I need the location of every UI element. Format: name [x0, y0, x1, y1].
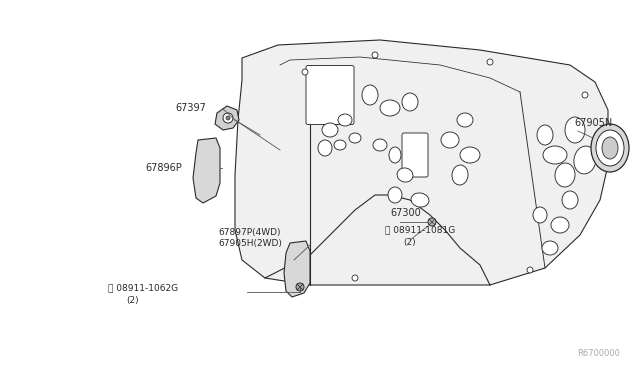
- Polygon shape: [193, 138, 220, 203]
- Circle shape: [582, 92, 588, 98]
- Ellipse shape: [562, 191, 578, 209]
- Ellipse shape: [402, 93, 418, 111]
- Ellipse shape: [334, 140, 346, 150]
- Text: 67896P: 67896P: [145, 163, 182, 173]
- Circle shape: [352, 275, 358, 281]
- Ellipse shape: [602, 137, 618, 159]
- Ellipse shape: [441, 132, 459, 148]
- Ellipse shape: [533, 207, 547, 223]
- Circle shape: [487, 59, 493, 65]
- FancyBboxPatch shape: [198, 147, 214, 189]
- Ellipse shape: [338, 114, 352, 126]
- Ellipse shape: [596, 130, 624, 166]
- Ellipse shape: [574, 146, 596, 174]
- Circle shape: [372, 52, 378, 58]
- Text: (2): (2): [126, 295, 139, 305]
- Text: R6700000: R6700000: [577, 349, 620, 358]
- Polygon shape: [215, 106, 239, 130]
- Ellipse shape: [388, 187, 402, 203]
- Text: 67897P(4WD): 67897P(4WD): [218, 228, 280, 237]
- Circle shape: [527, 267, 533, 273]
- Polygon shape: [284, 241, 310, 297]
- Ellipse shape: [565, 117, 585, 143]
- Ellipse shape: [537, 125, 553, 145]
- Ellipse shape: [460, 147, 480, 163]
- Circle shape: [296, 283, 304, 291]
- Ellipse shape: [389, 147, 401, 163]
- Ellipse shape: [452, 165, 468, 185]
- Ellipse shape: [457, 113, 473, 127]
- Text: 67905H(2WD): 67905H(2WD): [218, 238, 282, 247]
- Circle shape: [302, 69, 308, 75]
- Text: (2): (2): [403, 237, 415, 247]
- Text: 67397: 67397: [175, 103, 206, 113]
- Text: Ⓝ 08911-1081G: Ⓝ 08911-1081G: [385, 225, 455, 234]
- Ellipse shape: [555, 163, 575, 187]
- Ellipse shape: [542, 241, 558, 255]
- Ellipse shape: [362, 85, 378, 105]
- Ellipse shape: [591, 124, 629, 172]
- Text: 67300: 67300: [390, 208, 420, 218]
- Ellipse shape: [322, 123, 338, 137]
- Ellipse shape: [397, 168, 413, 182]
- FancyBboxPatch shape: [306, 65, 354, 125]
- FancyBboxPatch shape: [402, 133, 428, 177]
- Circle shape: [602, 142, 608, 148]
- Ellipse shape: [543, 146, 567, 164]
- Ellipse shape: [318, 140, 332, 156]
- Text: 67905N: 67905N: [574, 118, 612, 128]
- Text: Ⓝ 08911-1062G: Ⓝ 08911-1062G: [108, 283, 178, 292]
- Ellipse shape: [373, 139, 387, 151]
- Ellipse shape: [349, 133, 361, 143]
- Ellipse shape: [380, 100, 400, 116]
- Ellipse shape: [411, 193, 429, 207]
- Circle shape: [428, 218, 436, 226]
- Circle shape: [226, 116, 230, 120]
- Ellipse shape: [551, 217, 569, 233]
- FancyBboxPatch shape: [291, 249, 305, 285]
- Polygon shape: [235, 40, 608, 285]
- Circle shape: [223, 113, 233, 123]
